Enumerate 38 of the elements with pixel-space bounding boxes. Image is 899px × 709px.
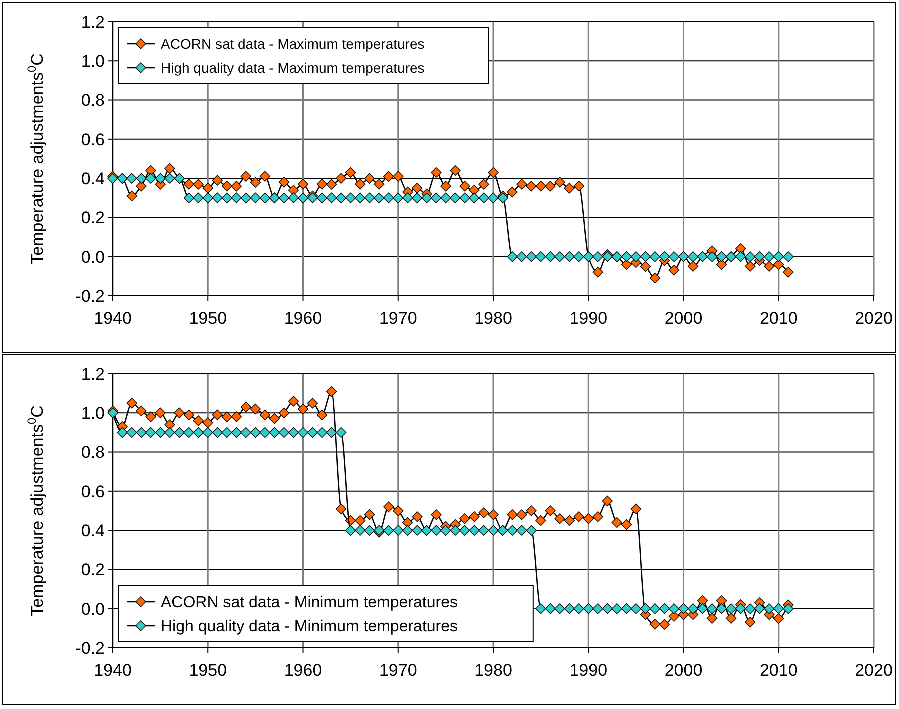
y-tick-label: 0.2 (81, 560, 105, 580)
legend-label: ACORN sat data - Maximum temperatures (161, 36, 425, 52)
legend-label: High quality data - Minimum temperatures (161, 618, 458, 636)
x-tick-label: 2010 (760, 309, 798, 328)
x-tick-label: 1990 (570, 661, 608, 680)
x-tick-label: 1950 (189, 309, 228, 328)
x-tick-label: 1940 (94, 661, 132, 680)
x-tick-label: 1950 (189, 661, 228, 680)
x-tick-label: 2000 (664, 309, 703, 328)
x-tick-label: 1970 (379, 661, 418, 680)
y-tick-label: 1.0 (81, 52, 105, 72)
x-tick-label: 1990 (570, 309, 608, 328)
y-tick-label: 1.2 (81, 364, 105, 384)
x-tick-label: 1960 (284, 661, 322, 680)
y-tick-label: 0.6 (81, 482, 105, 502)
y-tick-label: -0.2 (76, 638, 105, 658)
x-tick-label: 2020 (855, 661, 893, 680)
x-tick-label: 1980 (474, 661, 512, 680)
x-tick-label: 2000 (664, 661, 703, 680)
y-tick-label: 0.8 (81, 91, 105, 110)
y-tick-label: 0.4 (81, 522, 105, 541)
y-tick-label: 0.2 (81, 208, 105, 228)
y-tick-label: 1.2 (81, 12, 105, 32)
x-tick-label: 2010 (760, 661, 798, 680)
legend-label: High quality data - Maximum temperatures (161, 60, 425, 76)
y-tick-label: 0.0 (81, 600, 105, 619)
y-tick-label: 0.0 (81, 248, 105, 267)
y-tick-label: 0.6 (81, 130, 105, 150)
y-tick-label: 1.0 (81, 404, 105, 424)
y-tick-label: 0.8 (81, 443, 105, 462)
legend-label: ACORN sat data - Minimum temperatures (161, 594, 458, 612)
y-tick-label: 0.4 (81, 170, 105, 189)
x-tick-label: 1940 (94, 309, 132, 328)
x-tick-label: 2020 (855, 309, 893, 328)
x-tick-label: 1980 (474, 309, 512, 328)
y-tick-label: -0.2 (76, 286, 105, 306)
x-tick-label: 1970 (379, 309, 418, 328)
x-tick-label: 1960 (284, 309, 322, 328)
